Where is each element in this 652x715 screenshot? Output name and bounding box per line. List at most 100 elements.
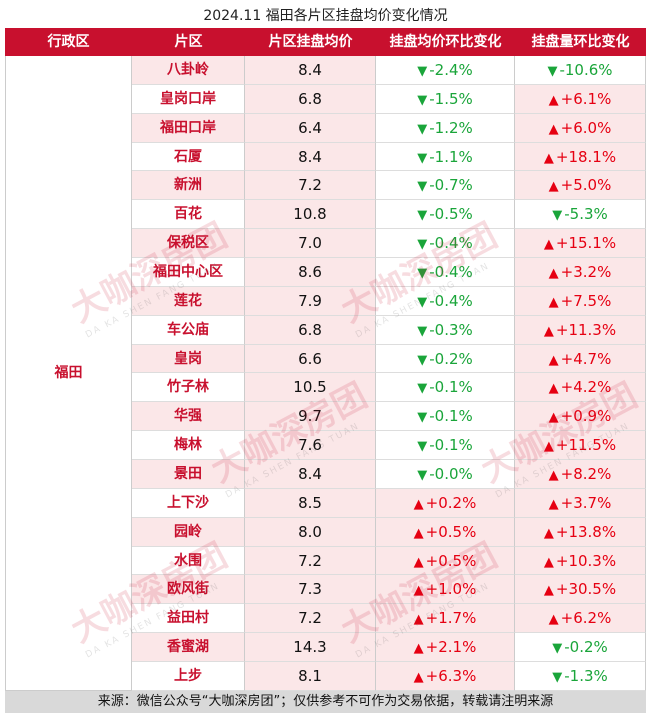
- area-name-cell: 上下沙: [132, 488, 245, 518]
- triangle-up-icon: ▲: [548, 352, 559, 368]
- volume-change-cell: ▲ +11.5%: [515, 431, 646, 461]
- triangle-down-icon: ▼: [417, 381, 428, 397]
- triangle-down-icon: ▼: [417, 352, 428, 368]
- volume-change-cell: ▲ +10.3%: [515, 546, 646, 576]
- area-name-cell: 上步: [132, 662, 245, 691]
- volume-change-cell: ▲ +15.1%: [515, 229, 646, 259]
- triangle-up-icon: ▲: [413, 583, 424, 599]
- price-value-cell: 6.4: [245, 113, 376, 143]
- price-value-cell: 10.8: [245, 200, 376, 230]
- triangle-up-icon: ▲: [543, 525, 554, 541]
- area-name-cell: 新洲: [132, 171, 245, 201]
- price-change-cell: ▲ +0.5%: [376, 517, 515, 547]
- price-value-cell: 14.3: [245, 633, 376, 663]
- header-district: 行政区: [5, 28, 132, 56]
- triangle-up-icon: ▲: [548, 410, 559, 426]
- price-change-cell: ▲ +1.7%: [376, 604, 515, 634]
- area-name-cell: 华强: [132, 402, 245, 432]
- volume-change-label: -5.3%: [564, 205, 608, 224]
- triangle-down-icon: ▼: [417, 64, 428, 79]
- area-name-cell: 景田: [132, 460, 245, 489]
- price-change-cell: ▲ +1.0%: [376, 575, 515, 605]
- triangle-up-icon: ▲: [413, 525, 424, 541]
- volume-change-label: +11.3%: [555, 320, 617, 339]
- triangle-up-icon: ▲: [548, 381, 559, 397]
- volume-change-cell: ▲ +13.8%: [515, 517, 646, 547]
- price-change-cell: ▼ -0.2%: [376, 344, 515, 374]
- area-name-cell: 竹子林: [132, 373, 245, 403]
- price-value-cell: 8.0: [245, 517, 376, 547]
- price-change-label: +2.1%: [425, 638, 477, 657]
- price-value-cell: 8.4: [245, 56, 376, 85]
- volume-change-label: -10.6%: [559, 61, 613, 79]
- volume-change-label: +15.1%: [555, 234, 617, 253]
- area-name-cell: 益田村: [132, 604, 245, 634]
- triangle-up-icon: ▲: [548, 266, 559, 282]
- triangle-down-icon: ▼: [417, 410, 428, 426]
- volume-change-label: +3.7%: [560, 493, 612, 512]
- price-change-label: -1.2%: [429, 118, 473, 137]
- area-name-cell: 石厦: [132, 142, 245, 172]
- price-change-cell: ▲ +6.3%: [376, 662, 515, 691]
- price-change-label: +0.5%: [425, 551, 477, 570]
- volume-change-label: +4.2%: [560, 378, 612, 397]
- volume-change-cell: ▲ +6.2%: [515, 604, 646, 634]
- price-change-label: -0.4%: [429, 291, 473, 310]
- volume-change-label: +4.7%: [560, 349, 612, 368]
- area-name-cell: 香蜜湖: [132, 633, 245, 663]
- price-change-label: +6.3%: [425, 667, 477, 686]
- price-change-label: +1.7%: [425, 609, 477, 628]
- volume-change-label: -0.2%: [564, 638, 608, 657]
- price-value-cell: 7.9: [245, 286, 376, 316]
- price-change-cell: ▼ -1.1%: [376, 142, 515, 172]
- price-change-label: -0.1%: [429, 407, 473, 426]
- table-title: 2024.11 福田各片区挂盘均价变化情况: [5, 5, 646, 27]
- volume-change-cell: ▲ +8.2%: [515, 460, 646, 489]
- source-footer: 来源：微信公众号“大咖深房团”；仅供参考不可作为交易依据，转载请注明来源: [5, 691, 646, 713]
- price-value-cell: 8.5: [245, 488, 376, 518]
- volume-change-label: +30.5%: [555, 580, 617, 599]
- volume-change-cell: ▲ +5.0%: [515, 171, 646, 201]
- price-change-label: -0.4%: [429, 263, 473, 282]
- triangle-down-icon: ▼: [417, 179, 428, 195]
- triangle-up-icon: ▲: [413, 641, 424, 657]
- price-change-cell: ▲ +0.5%: [376, 546, 515, 576]
- price-value-cell: 6.6: [245, 344, 376, 374]
- area-name-cell: 车公庙: [132, 315, 245, 345]
- volume-change-label: -1.3%: [564, 667, 608, 686]
- price-change-label: +0.2%: [425, 493, 477, 512]
- price-value-cell: 7.2: [245, 604, 376, 634]
- triangle-down-icon: ▼: [417, 468, 428, 484]
- price-change-label: -0.1%: [429, 436, 473, 455]
- triangle-down-icon: ▼: [417, 439, 428, 455]
- triangle-up-icon: ▲: [548, 121, 559, 137]
- triangle-up-icon: ▲: [543, 439, 554, 455]
- volume-change-cell: ▼ -5.3%: [515, 200, 646, 230]
- area-name-cell: 百花: [132, 200, 245, 230]
- volume-change-cell: ▲ +11.3%: [515, 315, 646, 345]
- price-change-label: +0.5%: [425, 522, 477, 541]
- volume-change-label: +6.2%: [560, 609, 612, 628]
- price-change-cell: ▼ -1.5%: [376, 84, 515, 114]
- price-change-cell: ▼ -0.4%: [376, 229, 515, 259]
- volume-change-label: +6.1%: [560, 89, 612, 108]
- volume-change-label: +10.3%: [555, 551, 617, 570]
- price-value-cell: 6.8: [245, 315, 376, 345]
- triangle-down-icon: ▼: [547, 64, 558, 79]
- price-change-label: -0.7%: [429, 176, 473, 195]
- price-change-cell: ▼ -0.3%: [376, 315, 515, 345]
- triangle-up-icon: ▲: [548, 612, 559, 628]
- volume-change-cell: ▼ -10.6%: [515, 56, 646, 85]
- price-change-cell: ▼ -0.1%: [376, 431, 515, 461]
- price-value-cell: 8.4: [245, 142, 376, 172]
- volume-change-label: +11.5%: [555, 436, 617, 455]
- triangle-up-icon: ▲: [413, 612, 424, 628]
- price-change-label: -0.0%: [429, 465, 473, 484]
- triangle-up-icon: ▲: [548, 468, 559, 484]
- price-value-cell: 7.0: [245, 229, 376, 259]
- volume-change-cell: ▲ +3.7%: [515, 488, 646, 518]
- triangle-down-icon: ▼: [417, 208, 428, 224]
- price-change-cell: ▼ -0.1%: [376, 402, 515, 432]
- area-name-cell: 园岭: [132, 517, 245, 547]
- price-change-label: -1.1%: [429, 147, 473, 166]
